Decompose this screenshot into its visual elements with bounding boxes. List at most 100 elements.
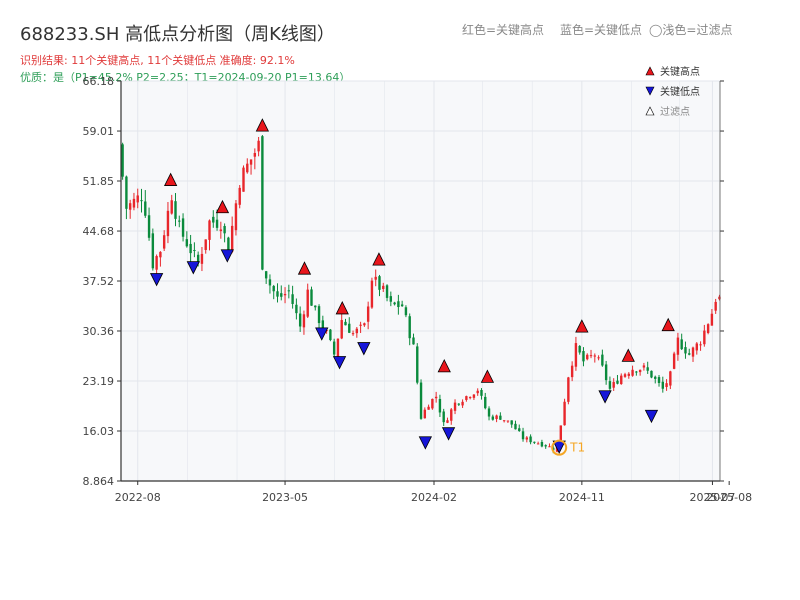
candle-body	[589, 355, 593, 357]
candle-body	[140, 200, 143, 202]
candle-body	[563, 401, 566, 426]
candle-body	[227, 237, 230, 255]
top-legend-blue: 蓝色=关键低点	[560, 23, 643, 37]
candle-body	[718, 296, 721, 300]
candle-body	[404, 307, 408, 316]
candle-body	[586, 354, 589, 360]
candle-body	[642, 365, 646, 368]
candle-body	[657, 377, 661, 383]
candle-body	[223, 225, 226, 234]
candle-body	[446, 420, 449, 423]
legend-filtered-label: 过滤点	[660, 105, 690, 118]
candle-body	[650, 370, 653, 378]
candle-body	[593, 355, 597, 357]
candle-body	[582, 351, 585, 362]
candle-body	[654, 376, 657, 379]
candle-body	[332, 341, 336, 355]
chart-legend: 关键高点 关键低点 过滤点	[645, 65, 700, 118]
candle-body	[623, 374, 627, 377]
candle-body	[612, 382, 615, 388]
candle-body	[253, 152, 257, 157]
candle-body	[147, 215, 151, 238]
legend-filtered-icon	[645, 106, 655, 116]
candle-body	[310, 289, 313, 306]
candle-body	[540, 442, 544, 447]
candle-body	[336, 338, 340, 358]
candle-body	[661, 381, 664, 389]
key-low-marker	[357, 342, 371, 356]
candle-body	[638, 369, 642, 373]
candle-body	[601, 354, 604, 366]
candle-body	[408, 316, 411, 339]
candle-body	[329, 329, 332, 341]
candle-body	[484, 396, 487, 409]
candle-body	[529, 436, 532, 443]
top-legend-light: ◯浅色=过滤点	[649, 23, 733, 37]
key-high-marker	[575, 319, 589, 333]
candle-body	[397, 301, 400, 308]
candle-body	[457, 403, 461, 405]
candle-body	[136, 195, 139, 203]
candle-body	[370, 280, 374, 308]
candle-body	[434, 396, 438, 399]
candle-body	[374, 276, 377, 280]
candle-body	[249, 159, 253, 165]
key-high-marker	[297, 261, 312, 275]
candle-body	[340, 320, 343, 339]
candle-body	[314, 305, 317, 308]
candle-body	[548, 446, 551, 448]
candle-body	[242, 167, 245, 192]
candle-body	[533, 441, 536, 443]
candle-body	[423, 409, 427, 419]
key-high-marker	[372, 252, 386, 266]
candle-body	[416, 346, 419, 383]
candle-body	[355, 328, 359, 334]
candle-body	[518, 428, 521, 431]
candle-body	[450, 409, 453, 421]
candle-body	[155, 256, 158, 270]
candle-body	[351, 333, 355, 335]
candle-body	[646, 367, 649, 371]
candle-body	[714, 301, 717, 311]
candle-body	[480, 389, 483, 396]
candle-body	[317, 306, 321, 324]
key-low-marker	[644, 409, 659, 424]
candle-body	[363, 323, 366, 326]
candle-body	[276, 291, 279, 297]
candle-body	[453, 402, 457, 411]
candle-body	[298, 313, 302, 327]
candle-body	[684, 347, 687, 354]
y-tick-label: 8.864	[83, 475, 115, 488]
candle-body	[559, 425, 563, 446]
candle-body	[393, 302, 396, 305]
candle-body	[499, 415, 502, 420]
candle-body	[620, 375, 623, 385]
candle-body	[688, 353, 691, 355]
candle-body	[472, 394, 476, 398]
candle-body	[230, 225, 234, 252]
key-high-marker	[480, 369, 495, 383]
candle-body	[348, 323, 351, 333]
candle-body	[287, 290, 291, 292]
candle-body	[635, 371, 638, 373]
candle-body	[321, 320, 325, 329]
candle-body	[400, 304, 404, 307]
t1-label: T1	[569, 441, 585, 455]
candle-body	[162, 235, 166, 249]
key-low-marker	[441, 427, 456, 441]
candle-body	[280, 293, 283, 297]
candle-body	[128, 203, 132, 210]
key-low-marker	[149, 273, 164, 287]
top-legend-red: 红色=关键高点	[462, 23, 545, 37]
candle-body	[680, 339, 683, 350]
candle-body	[476, 390, 479, 394]
key-high-marker	[335, 301, 349, 315]
candle-body	[125, 176, 128, 209]
candle-body	[468, 397, 472, 399]
candle-body	[706, 324, 710, 333]
candle-body	[185, 239, 189, 247]
candle-body	[536, 443, 540, 445]
y-tick-label: 51.85	[83, 175, 115, 188]
key-low-marker	[315, 327, 329, 341]
